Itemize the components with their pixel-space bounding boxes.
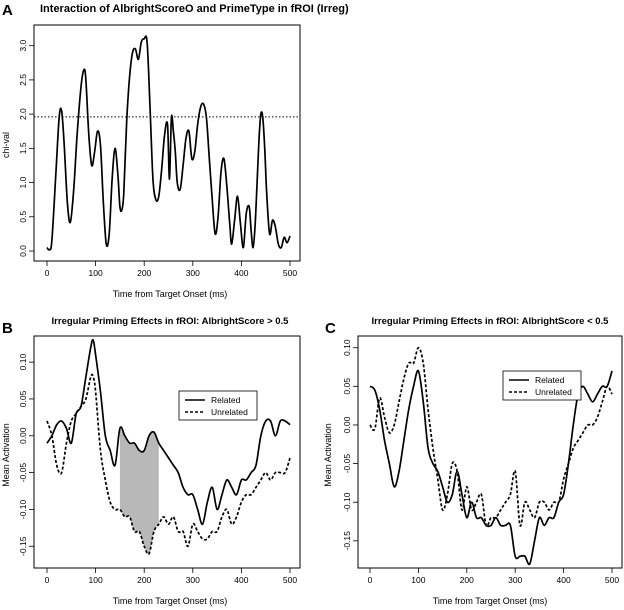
panel-c-xtick-label: 300	[508, 575, 522, 585]
panel-b-legend-related: Related	[211, 395, 241, 405]
panel-c-xtick-label: 400	[557, 575, 571, 585]
panel-b-xtick-label: 100	[89, 575, 103, 585]
panel-a-title: Interaction of AlbrightScoreO and PrimeT…	[40, 3, 349, 15]
panel-c-ytick-label: 0.05	[342, 378, 352, 395]
panel-c-legend-unrelated: Unrelated	[535, 387, 572, 397]
series-line-related	[369, 369, 613, 566]
panel-b-title: Irregular Priming Effects in fROI: Albri…	[52, 316, 290, 327]
panel-c-xtick-label: 500	[605, 575, 619, 585]
panel-a-xtick-label: 0	[45, 268, 50, 278]
panel-b-ytick-label: -0.10	[18, 499, 28, 519]
panel-b-xtick-label: 400	[234, 575, 248, 585]
panel-b-ylabel: Mean Activation	[1, 423, 11, 487]
panel-c-ytick-label: 0.00	[342, 416, 352, 433]
panel-b-legend-unrelated: Unrelated	[211, 407, 248, 417]
panel-c-ytick-label: -0.10	[342, 492, 352, 512]
panel-a-ytick-label: 0.5	[18, 211, 28, 223]
panel-c-ytick-label: 0.10	[342, 339, 352, 356]
panel-a-series	[46, 35, 291, 251]
panel-b-shade	[119, 428, 159, 555]
panel-b-ytick-label: -0.15	[18, 536, 28, 556]
panel-a-ytick-label: 3.0	[18, 40, 28, 52]
panel-a-xlabel: Time from Target Onset (ms)	[113, 289, 228, 299]
panel-b-plot-frame	[33, 335, 301, 569]
panel-c-letter: C	[325, 320, 336, 337]
panel-a-xtick-label: 200	[137, 268, 151, 278]
panel-b-letter: B	[2, 320, 13, 337]
panel-b-ytick-label: -0.05	[18, 463, 28, 483]
panel-b-ytick-label: 0.00	[18, 427, 28, 444]
panel-c-xtick-label: 0	[368, 575, 373, 585]
panel-c-xlabel: Time from Target Onset (ms)	[433, 596, 548, 606]
panel-c-legend-related: Related	[535, 375, 565, 385]
panel-c-title: Irregular Priming Effects in fROI: Albri…	[372, 316, 610, 327]
panel-a-xtick-label: 500	[283, 268, 297, 278]
panel-a-xtick-label: 100	[89, 268, 103, 278]
panel-b-ytick-label: 0.05	[18, 390, 28, 407]
panel-b-xtick-label: 500	[283, 575, 297, 585]
panel-b: B Irregular Priming Effects in fROI: Alb…	[1, 316, 301, 606]
panel-c-legend-box	[502, 370, 582, 401]
panel-a-ytick-label: 2.5	[18, 74, 28, 86]
panel-c-ytick-label: -0.15	[342, 531, 352, 551]
panel-c-legend: Related Unrelated	[502, 370, 582, 401]
panel-b-legend: Related Unrelated	[178, 390, 258, 421]
panel-c-xtick-label: 200	[460, 575, 474, 585]
panel-c-plot-frame	[357, 335, 623, 569]
series-line-unrelated	[46, 373, 291, 556]
panel-b-legend-box	[178, 390, 258, 421]
panel-a-ytick-label: 1.0	[18, 176, 28, 188]
panel-a-letter: A	[2, 2, 13, 19]
panel-a-ytick-label: 2.0	[18, 108, 28, 120]
panel-b-xtick-label: 200	[137, 575, 151, 585]
panel-a-ytick-label: 1.5	[18, 142, 28, 154]
panel-a-axes: 0 100 200 300 400 500 0.0 0.5 1.0 1.5 2.0 2.5 3.0	[18, 40, 297, 278]
panel-a-xtick-label: 400	[234, 268, 248, 278]
panel-a: A Interaction of AlbrightScoreO and Prim…	[1, 2, 349, 299]
panel-b-xlabel: Time from Target Onset (ms)	[113, 596, 228, 606]
panel-c-ylabel: Mean Activation	[323, 423, 333, 487]
shaded-region	[119, 428, 159, 555]
panel-a-plot-frame	[33, 24, 301, 262]
panel-b-ytick-label: 0.10	[18, 354, 28, 371]
panel-b-axes: 0 100 200 300 400 500 -0.15 -0.10 -0.05 0.00 0.05 0…	[18, 354, 297, 585]
panel-a-ylabel: chi-val	[1, 132, 11, 158]
panel-a-ytick-label: 0.0	[18, 245, 28, 257]
series-line-unrelated	[369, 346, 613, 528]
panel-c-ytick-label: -0.05	[342, 454, 352, 474]
panel-b-xtick-label: 300	[186, 575, 200, 585]
panel-b-series	[46, 338, 291, 556]
series-line-chi-val	[46, 35, 291, 251]
panel-c-axes: 0 100 200 300 400 500 -0.15 -0.10 -0.05 0.00 0.05 0…	[342, 339, 619, 585]
series-line-related	[46, 338, 291, 526]
panel-c: C Irregular Priming Effects in fROI: Alb…	[323, 316, 623, 606]
panel-a-xtick-label: 300	[186, 268, 200, 278]
panel-c-series	[369, 346, 613, 566]
panel-b-xtick-label: 0	[45, 575, 50, 585]
panel-c-xtick-label: 100	[411, 575, 425, 585]
